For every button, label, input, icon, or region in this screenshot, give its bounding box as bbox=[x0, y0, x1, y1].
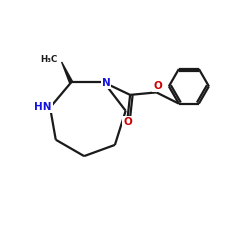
Text: N: N bbox=[102, 78, 110, 88]
Text: O: O bbox=[153, 81, 162, 91]
Text: HN: HN bbox=[34, 102, 52, 113]
Text: H₃C: H₃C bbox=[40, 56, 58, 64]
Polygon shape bbox=[62, 62, 72, 83]
Text: O: O bbox=[123, 117, 132, 127]
